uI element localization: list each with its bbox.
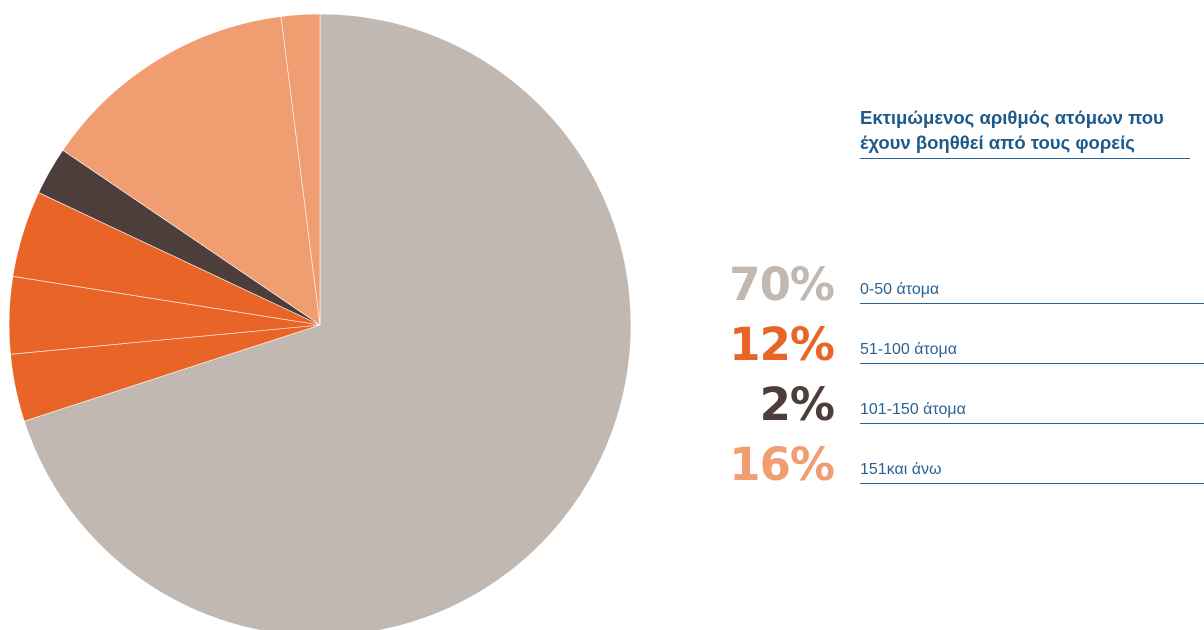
- legend-row-0-50: 70% 0-50 άτομα: [729, 254, 1204, 310]
- legend-label-51-100: 51-100 άτομα: [860, 341, 1204, 364]
- legend-title: Εκτιμώμενος αριθμός ατόμων που έχουν βοη…: [860, 106, 1190, 159]
- legend-label-0-50: 0-50 άτομα: [860, 281, 1204, 304]
- legend-percent-51-100: 12%: [729, 318, 835, 371]
- legend-percent-0-50: 70%: [729, 258, 835, 311]
- legend-percent-151-plus: 16%: [729, 438, 835, 491]
- legend-row-51-100: 12% 51-100 άτομα: [729, 314, 1204, 370]
- pie-slice-6: [62, 16, 321, 326]
- pie-slice-7: [280, 13, 321, 326]
- pie-chart: [8, 13, 632, 630]
- legend-row-101-150: 2% 101-150 άτομα: [760, 374, 1204, 430]
- legend: Εκτιμώμενος αριθμός ατόμων που έχουν βοη…: [729, 106, 1204, 490]
- legend-row-151-plus: 16% 151και άνω: [729, 434, 1204, 490]
- legend-label-101-150: 101-150 άτομα: [860, 401, 1204, 424]
- pie-slice-1: [23, 13, 632, 630]
- legend-percent-101-150: 2%: [759, 378, 835, 431]
- legend-label-151-plus: 151και άνω: [860, 461, 1204, 484]
